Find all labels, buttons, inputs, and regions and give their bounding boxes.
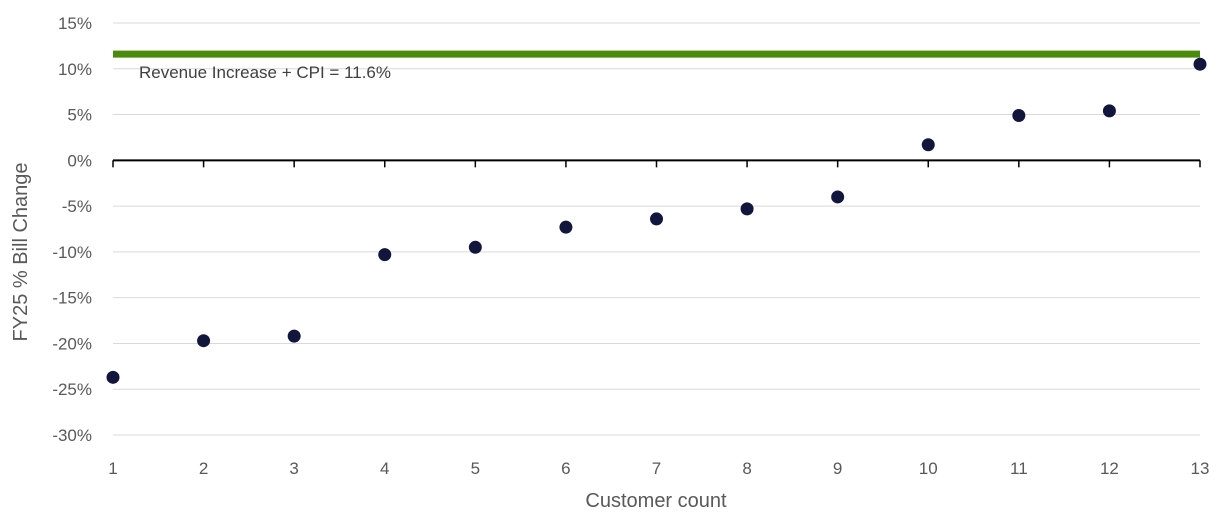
x-tick-label: 5 <box>471 459 480 478</box>
tick-labels: -30%-25%-20%-15%-10%-5%0%5%10%15%1 2 3 4 5 6 7… <box>52 14 1209 478</box>
data-point <box>921 138 935 152</box>
y-tick-label: -15% <box>52 289 92 308</box>
x-tick-label: 12 <box>1100 459 1119 478</box>
data-point <box>740 202 754 216</box>
data-point <box>1193 57 1207 71</box>
x-tick-label: 11 <box>1010 459 1028 478</box>
axes <box>112 159 1201 168</box>
x-tick-label: 1 <box>108 459 117 478</box>
y-tick-label: -5% <box>62 197 92 216</box>
x-tick-label: 7 <box>652 459 661 478</box>
x-tick-label: 10 <box>919 459 938 478</box>
data-point <box>287 329 301 343</box>
x-tick-label: 8 <box>742 459 751 478</box>
x-tick-label: 4 <box>380 459 389 478</box>
x-tick-label: 2 <box>199 459 208 478</box>
x-tick-label: 13 <box>1191 459 1210 478</box>
y-tick-label: 10% <box>58 60 92 79</box>
x-tick-label: 3 <box>289 459 298 478</box>
y-tick-label: -25% <box>52 380 92 399</box>
y-tick-label: 15% <box>58 14 92 33</box>
data-point <box>468 240 482 254</box>
data-point <box>197 334 211 348</box>
y-tick-label: -10% <box>52 243 92 262</box>
data-point <box>650 212 663 226</box>
y-tick-label: -20% <box>52 334 92 353</box>
y-axis-title: FY25 % Bill Change <box>10 163 32 342</box>
x-tick-label: 6 <box>561 459 570 478</box>
data-point <box>378 248 392 262</box>
data-point <box>1012 108 1026 122</box>
y-tick-label: 0% <box>67 151 92 170</box>
y-tick-label: 5% <box>67 106 92 125</box>
x-tick-label: 9 <box>833 459 842 478</box>
data-point <box>559 220 573 234</box>
data-point <box>106 370 120 384</box>
y-tick-label: -30% <box>52 426 92 445</box>
x-axis-title: Customer count <box>585 490 727 512</box>
data-point <box>831 190 845 204</box>
reference-line-group: Revenue Increase + CPI = 11.6% <box>113 50 1200 82</box>
gridlines <box>113 22 1200 436</box>
data-points <box>106 57 1207 384</box>
data-point <box>1102 104 1116 118</box>
reference-line-label: Revenue Increase + CPI = 11.6% <box>139 63 391 82</box>
